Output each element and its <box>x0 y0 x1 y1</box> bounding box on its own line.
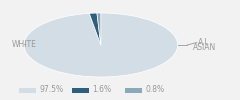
Wedge shape <box>97 13 101 45</box>
Text: WHITE: WHITE <box>12 40 37 49</box>
Wedge shape <box>24 13 178 77</box>
FancyBboxPatch shape <box>125 88 142 92</box>
Text: ASIAN: ASIAN <box>193 42 216 52</box>
Text: 1.6%: 1.6% <box>92 86 112 94</box>
FancyBboxPatch shape <box>72 88 89 92</box>
FancyBboxPatch shape <box>19 88 36 92</box>
Wedge shape <box>89 13 101 45</box>
Text: 97.5%: 97.5% <box>40 86 64 94</box>
Text: 0.8%: 0.8% <box>145 86 164 94</box>
Text: A.I.: A.I. <box>198 38 210 47</box>
